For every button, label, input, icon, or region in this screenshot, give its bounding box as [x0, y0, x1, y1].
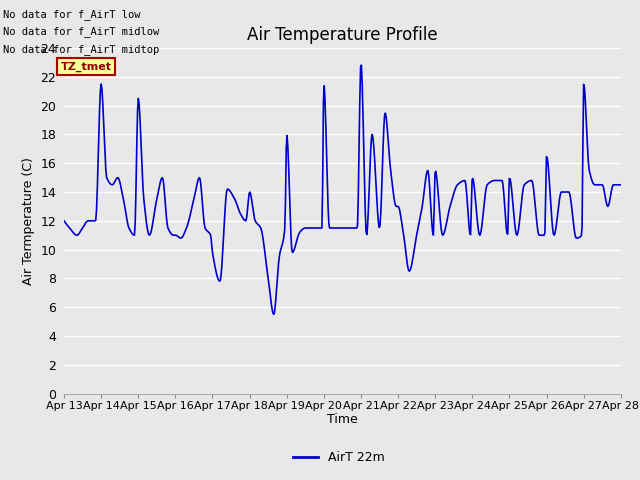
Title: Air Temperature Profile: Air Temperature Profile: [247, 25, 438, 44]
Text: No data for f_AirT midtop: No data for f_AirT midtop: [3, 44, 159, 55]
Text: No data for f_AirT midlow: No data for f_AirT midlow: [3, 26, 159, 37]
X-axis label: Time: Time: [327, 413, 358, 426]
Legend: AirT 22m: AirT 22m: [289, 446, 390, 469]
Y-axis label: Air Termperature (C): Air Termperature (C): [22, 157, 35, 285]
Text: TZ_tmet: TZ_tmet: [61, 61, 112, 72]
Text: No data for f_AirT low: No data for f_AirT low: [3, 9, 141, 20]
